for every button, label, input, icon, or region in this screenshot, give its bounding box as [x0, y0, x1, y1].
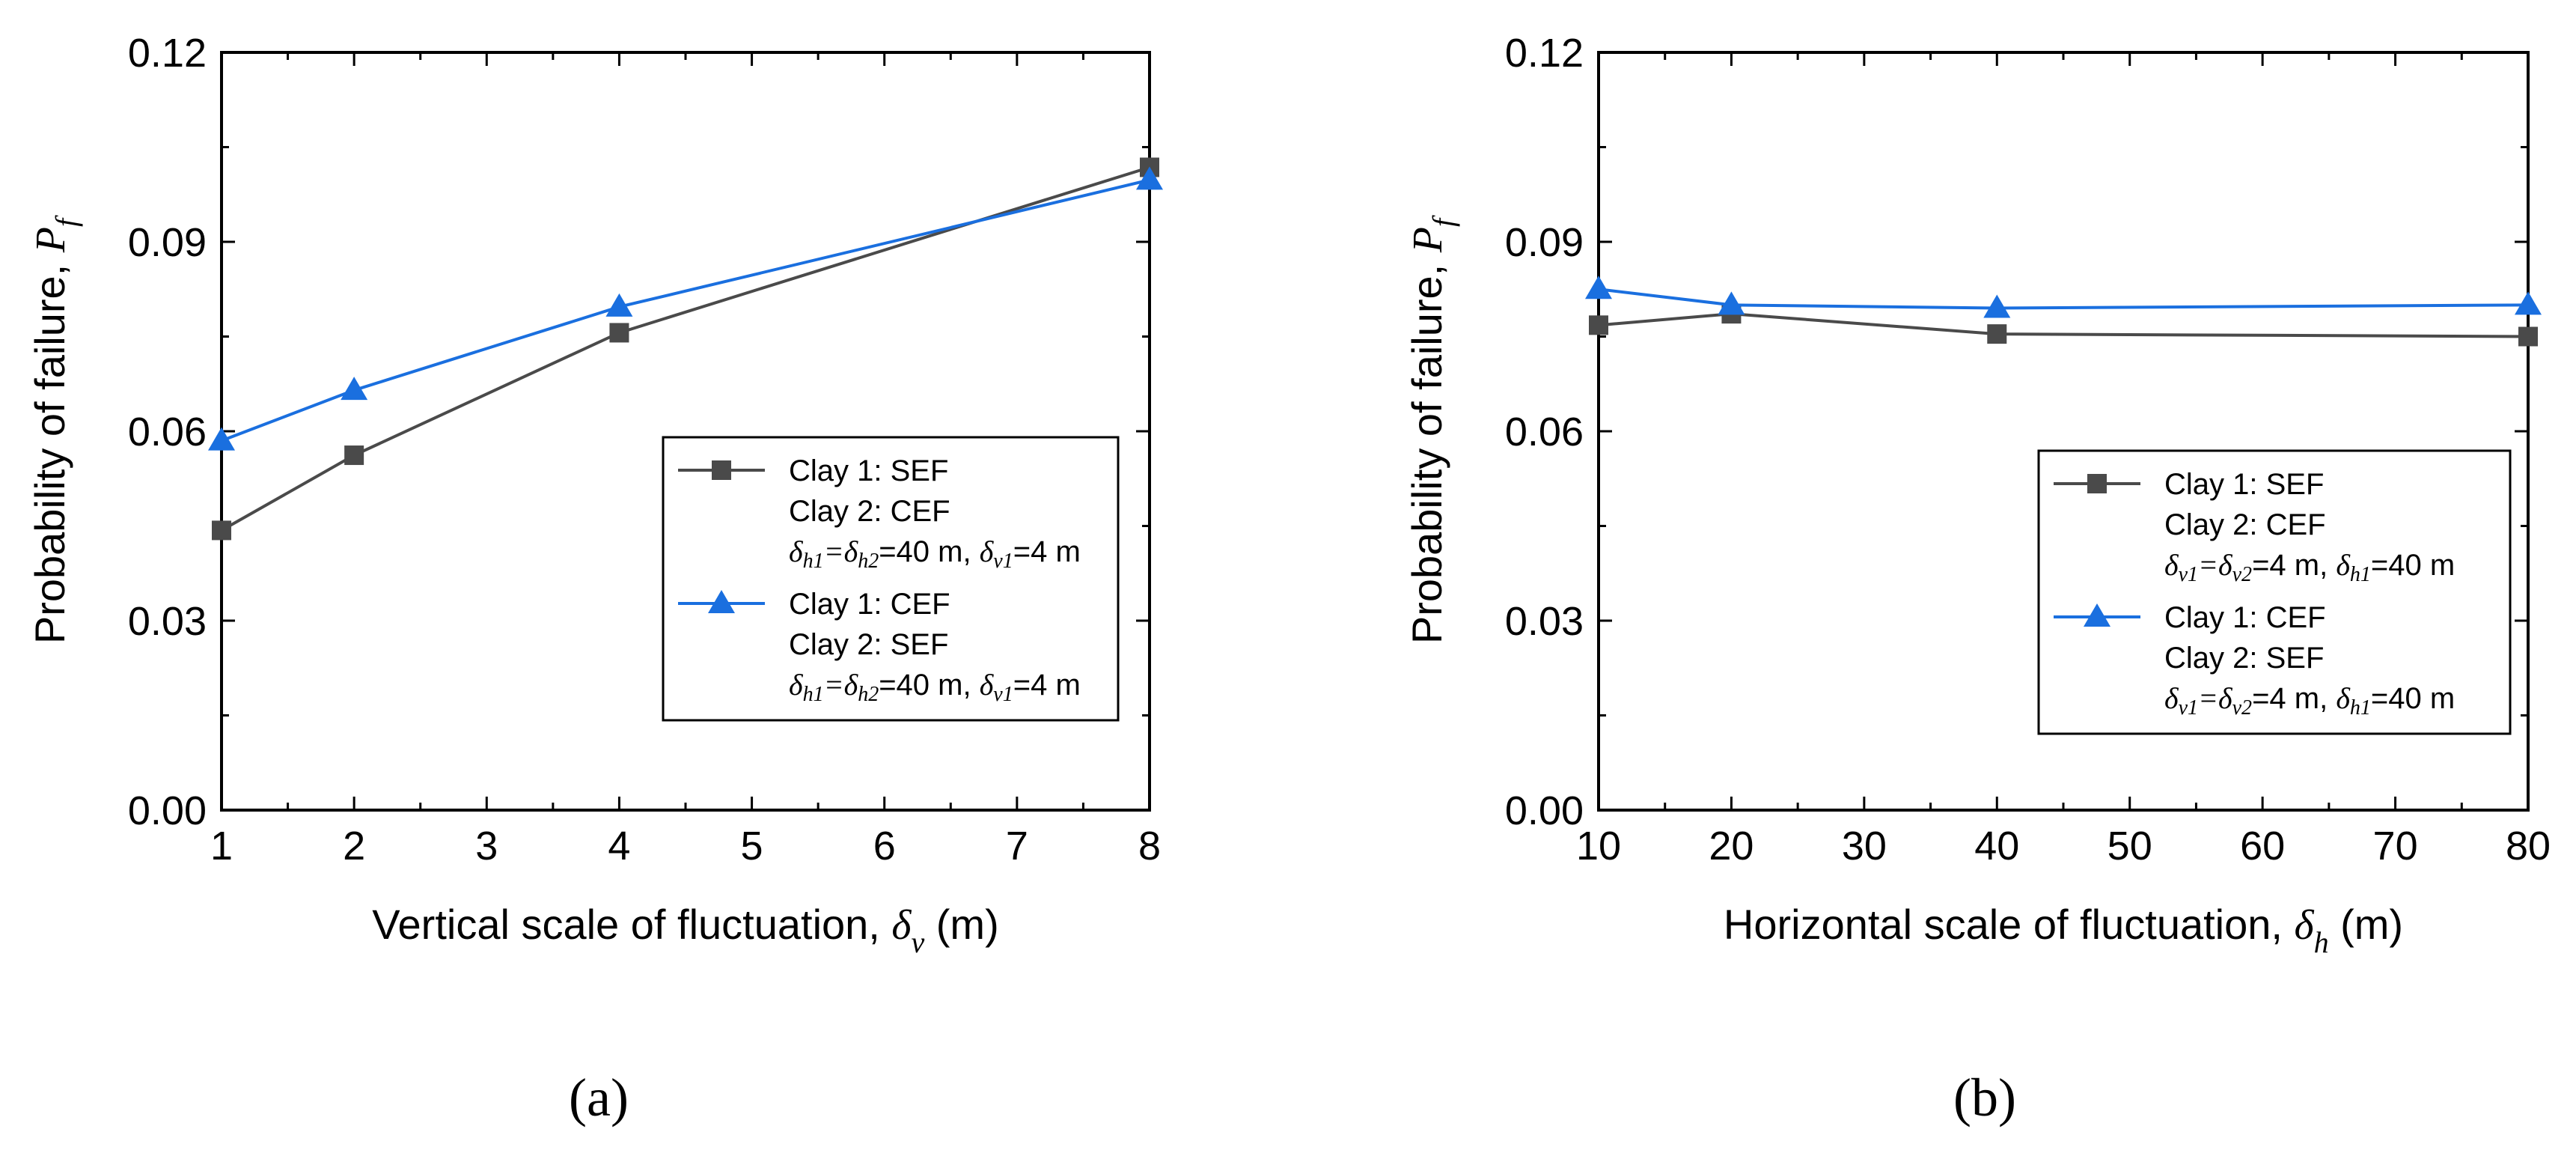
data-point [208, 427, 235, 451]
y-tick-label: 0.06 [128, 410, 207, 454]
y-tick-label: 0.00 [1505, 788, 1584, 833]
x-tick-label: 7 [1006, 824, 1028, 868]
x-tick-label: 60 [2240, 824, 2285, 868]
series-line [1598, 288, 2529, 310]
legend: Clay 1: SEF Clay 2: CEF δv1=δv2=4 m, δh1=4… [2037, 449, 2512, 735]
legend-params: δh1=δh2=40 m, δv1=4 m [789, 535, 1081, 573]
x-tick-label: 8 [1138, 824, 1161, 868]
data-point [344, 445, 364, 466]
y-tick-label: 0.03 [1505, 599, 1584, 644]
x-tick-label: 30 [1842, 824, 1887, 868]
y-tick-label: 0.03 [128, 599, 207, 644]
legend-marker [2084, 603, 2110, 627]
legend-marker [2087, 474, 2107, 493]
y-axis-title: Probability of failure, Pf [26, 215, 83, 644]
x-tick-label: 5 [741, 824, 763, 868]
legend-label: Clay 2: CEF [2164, 508, 2326, 541]
legend-marker [708, 590, 735, 613]
data-point [1718, 291, 1745, 315]
legend-label: Clay 2: SEF [789, 628, 948, 661]
data-point [2518, 326, 2538, 347]
legend-params: δh1=δh2=40 m, δv1=4 m [789, 668, 1081, 706]
legend-params: δv1=δv2=4 m, δh1=40 m [2164, 681, 2455, 720]
legend-label: Clay 1: CEF [2164, 601, 2326, 634]
legend: Clay 1: SEF Clay 2: CEF δh1=δh2=40 m, δv1=… [662, 436, 1120, 722]
series-cef-sef [1585, 276, 2542, 318]
y-tick-label: 0.12 [1505, 31, 1584, 76]
data-point [1983, 294, 2011, 318]
series-line [1598, 312, 2529, 338]
x-tick-label: 1 [210, 824, 233, 868]
legend-params: δv1=δv2=4 m, δh1=40 m [2164, 548, 2455, 586]
y-axis-title: Probability of failure, Pf [1403, 215, 1460, 644]
legend-label: Clay 2: SEF [2164, 642, 2324, 675]
legend-box [2037, 449, 2512, 735]
legend-label: Clay 2: CEF [789, 495, 950, 528]
data-point [2515, 291, 2542, 315]
data-point [1136, 166, 1163, 190]
legend-label: Clay 1: SEF [789, 454, 948, 487]
y-tick-label: 0.12 [128, 31, 207, 76]
legend-marker [712, 460, 731, 480]
x-tick-label: 20 [1709, 824, 1754, 868]
x-tick-label: 3 [475, 824, 498, 868]
data-point [1589, 315, 1608, 335]
data-point [605, 293, 633, 317]
x-tick-label: 40 [1974, 824, 2019, 868]
x-axis-title: Vertical scale of fluctuation, δv (m) [372, 901, 998, 959]
x-tick-label: 70 [2373, 824, 2418, 868]
data-point [609, 323, 629, 343]
series-cef-sef [208, 166, 1163, 451]
y-tick-label: 0.09 [128, 220, 207, 265]
x-axis-title: Horizontal scale of fluctuation, δh (m) [1724, 901, 2403, 959]
x-tick-label: 80 [2506, 824, 2551, 868]
x-tick-label: 6 [873, 824, 896, 868]
series-line [221, 178, 1150, 442]
x-tick-label: 2 [343, 824, 365, 868]
panel-label: (b) [1953, 1068, 2016, 1128]
x-tick-label: 4 [608, 824, 630, 868]
y-tick-label: 0.06 [1505, 410, 1584, 454]
x-tick-label: 50 [2108, 824, 2152, 868]
legend-label: Clay 1: CEF [789, 588, 950, 621]
chart-panel-b: 10 20 30 40 50 60 70 80 0.00 0.03 0.06 0.09 0.12 Hori… [1403, 31, 2551, 1128]
panel-label: (a) [569, 1068, 629, 1128]
chart-panel-a: 1 2 3 4 5 6 7 8 0.00 0.03 0.06 0.09 0.12 Vertical sca… [26, 31, 1163, 1128]
data-point [1585, 276, 1612, 299]
y-tick-label: 0.00 [128, 788, 207, 833]
data-point [212, 520, 231, 541]
y-tick-label: 0.09 [1505, 220, 1584, 265]
legend-box [662, 436, 1120, 722]
series-line [221, 165, 1150, 532]
data-point [1987, 324, 2007, 344]
data-point [341, 377, 368, 401]
legend-label: Clay 1: SEF [2164, 468, 2324, 501]
x-tick-label: 10 [1576, 824, 1621, 868]
